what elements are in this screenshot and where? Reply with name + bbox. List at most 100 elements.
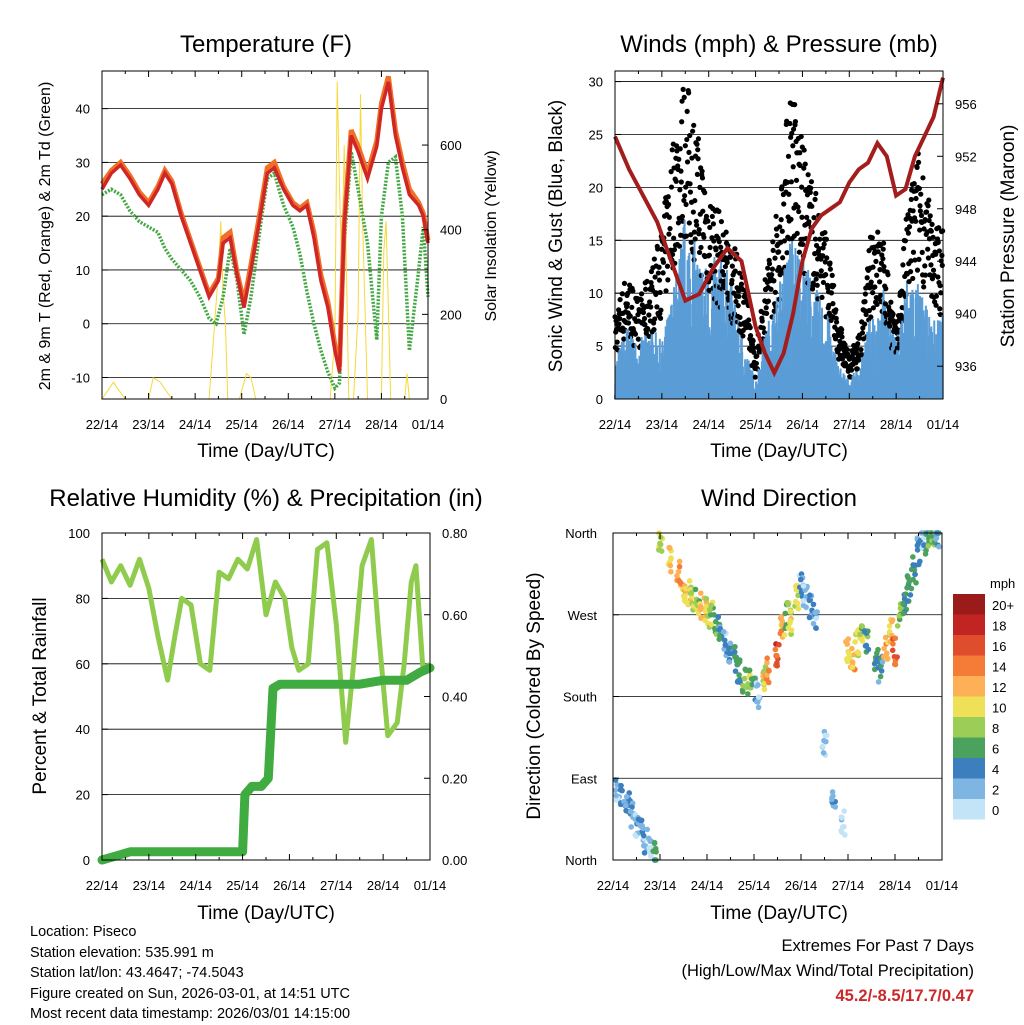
gust-point — [900, 262, 906, 268]
gust-point — [921, 284, 927, 290]
gust-point — [819, 294, 825, 300]
gust-point — [686, 90, 692, 96]
y-tick-label: 25 — [589, 127, 603, 142]
temperature-ylabel-right: Solar Insolation (Yellow) — [483, 150, 500, 321]
direction-point — [878, 668, 885, 674]
gust-point — [911, 181, 917, 187]
gust-point — [696, 231, 702, 237]
direction-point — [844, 656, 850, 662]
direction-point — [755, 682, 761, 688]
y-tick-label-right: 0.40 — [442, 690, 467, 705]
x-tick-label: 27/14 — [833, 417, 866, 432]
gust-point — [917, 203, 923, 209]
y-tick-label: West — [568, 608, 598, 623]
temperature-ticks: 22/14 23/14 24/14 25/14 26/14 27/14 28/14 01/14… — [71, 71, 462, 432]
direction-point — [845, 636, 852, 642]
gust-point — [798, 133, 804, 140]
gust-point — [887, 323, 893, 329]
direction-point — [637, 817, 644, 824]
gust-point — [617, 315, 623, 322]
gust-point — [729, 277, 735, 284]
gust-point — [784, 250, 790, 256]
direction-point — [788, 627, 795, 633]
gust-point — [928, 262, 934, 268]
gust-point — [811, 215, 817, 221]
x-tick-label: 24/14 — [179, 878, 212, 893]
gust-point — [793, 177, 800, 183]
direction-panel: Wind Direction 22/14 23/14 24/14 25/14 26/14… — [524, 485, 1015, 924]
gust-point — [870, 264, 876, 270]
direction-point — [739, 689, 746, 695]
direction-point — [900, 610, 907, 617]
direction-point — [708, 621, 715, 628]
gust-point — [737, 314, 743, 321]
x-tick-label: 25/14 — [738, 878, 771, 893]
gust-point — [936, 248, 942, 254]
direction-point — [904, 585, 910, 591]
direction-point — [797, 576, 804, 583]
gust-point — [754, 353, 760, 359]
direction-point — [906, 579, 912, 585]
direction-point — [922, 551, 929, 557]
x-tick-label: 28/14 — [879, 878, 912, 893]
gust-point — [706, 287, 712, 293]
gust-point — [695, 147, 701, 153]
legend-swatch — [953, 594, 985, 615]
gust-point — [938, 290, 944, 296]
gust-point — [839, 334, 845, 340]
gust-point — [935, 239, 941, 245]
direction-point — [813, 615, 819, 622]
y-tick-label-right: 0.60 — [442, 608, 467, 623]
gust-point — [673, 178, 679, 184]
direction-point — [667, 562, 674, 569]
direction-point — [914, 547, 921, 553]
gust-point — [627, 313, 633, 319]
y-tick-label: 20 — [76, 788, 90, 803]
direction-point — [875, 679, 882, 685]
gust-point — [821, 241, 827, 247]
gust-point — [630, 288, 636, 294]
gust-point — [919, 249, 925, 255]
gust-point — [870, 305, 876, 311]
gust-point — [924, 209, 930, 215]
direction-point — [697, 590, 704, 596]
direction-point — [910, 554, 916, 560]
y-tick-label: North — [565, 526, 597, 541]
humidity-series — [97, 537, 435, 865]
gust-point — [859, 352, 865, 358]
precipitation-line — [97, 663, 435, 865]
direction-point — [745, 691, 751, 697]
gust-point — [713, 247, 719, 253]
gust-point — [691, 229, 698, 235]
gust-point — [794, 230, 800, 237]
direction-point — [707, 607, 713, 613]
gust-point — [925, 203, 931, 209]
gust-point — [810, 280, 816, 286]
gust-point — [785, 153, 792, 159]
gust-point — [873, 258, 879, 264]
y-tick-label-right: 400 — [440, 223, 462, 238]
gust-point — [939, 262, 945, 268]
gust-point — [738, 281, 745, 287]
gust-point — [763, 305, 769, 311]
direction-point — [894, 654, 900, 660]
gust-point — [826, 302, 832, 308]
y-tick-label: 5 — [596, 339, 603, 354]
gust-point — [616, 307, 622, 313]
y-tick-label-right: 952 — [955, 149, 977, 164]
legend-label: 16 — [992, 639, 1006, 654]
gust-point — [766, 261, 773, 267]
gust-point — [681, 197, 687, 204]
x-tick-label: 26/14 — [273, 878, 306, 893]
direction-point — [653, 849, 659, 855]
y-tick-label: 0 — [83, 853, 90, 868]
direction-point — [676, 558, 683, 565]
gust-point — [679, 119, 685, 125]
direction-gridlines — [613, 532, 942, 861]
winds-series — [612, 77, 946, 399]
direction-ylabel: Direction (Colored By Speed) — [524, 572, 545, 819]
gust-point — [816, 246, 822, 252]
gust-point — [724, 259, 730, 266]
gust-point — [688, 232, 694, 238]
direction-point — [732, 668, 739, 675]
